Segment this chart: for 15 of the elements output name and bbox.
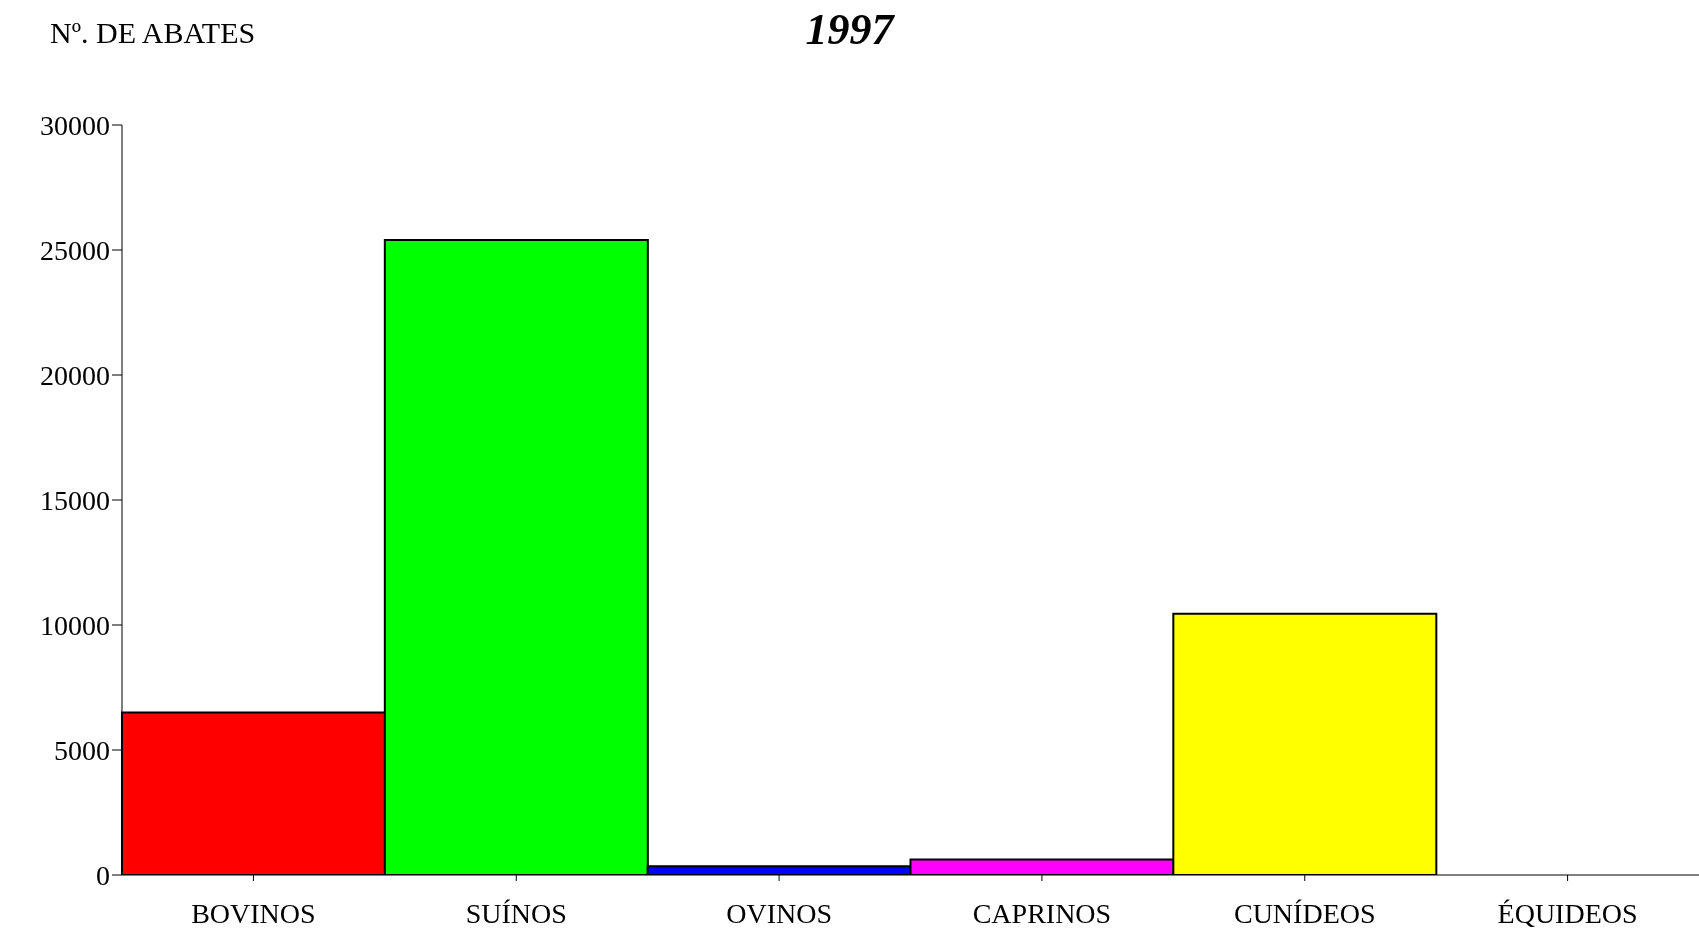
x-tick-label: BOVINOS: [191, 897, 316, 929]
y-tick-label: 10000: [40, 609, 110, 641]
y-tick-label: 30000: [40, 109, 110, 141]
x-tick-label: ÉQUIDEOS: [1497, 897, 1638, 929]
chart-title: 1997: [805, 5, 894, 54]
y-tick-label: 5000: [54, 734, 110, 766]
y-tick-label: 25000: [40, 234, 110, 266]
x-tick-label: CUNÍDEOS: [1233, 897, 1376, 929]
y-axis-title: Nº. DE ABATES: [50, 16, 256, 50]
x-tick-label: SUÍNOS: [465, 897, 567, 929]
y-tick-label: 0: [96, 859, 110, 891]
x-tick-label: CAPRINOS: [972, 897, 1112, 929]
y-tick-label: 20000: [40, 359, 110, 391]
y-tick-label: 15000: [40, 484, 110, 516]
x-tick-label: OVINOS: [726, 897, 832, 929]
